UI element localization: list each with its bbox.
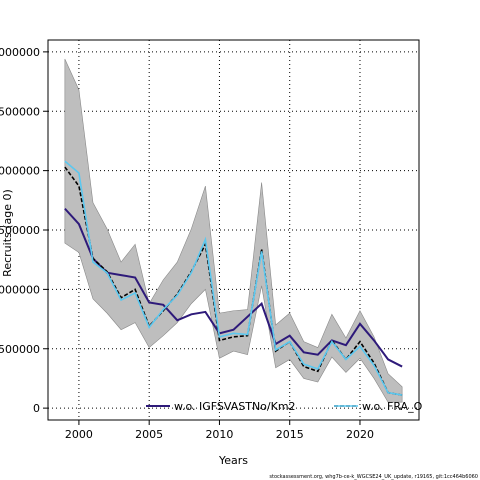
legend: w.o. IGFSVASTNo/Km2 w.o. FRA_O	[146, 400, 423, 413]
x-axis: 2000 2005 2010 2015 2020	[65, 420, 374, 441]
series-line-3	[64, 160, 403, 396]
y-tick-label-1500000: 1500000	[0, 224, 40, 237]
confidence-band-area	[64, 58, 403, 403]
x-tick-label-2005: 2005	[135, 428, 163, 441]
footer-source-text: stockassessment.org, whg7b-ce-k_WGCSE24_…	[269, 474, 478, 480]
y-axis: 0 500000 1000000 1500000 2000000 2500000 30000…	[0, 46, 48, 415]
legend-label-series-1: w.o. IGFSVASTNo/Km2	[174, 400, 296, 413]
x-tick-label-2010: 2010	[205, 428, 233, 441]
x-axis-label: Years	[218, 454, 248, 467]
x-tick-label-2020: 2020	[346, 428, 374, 441]
series-line-1	[64, 207, 403, 368]
confidence-band	[64, 58, 403, 403]
y-tick-label-2000000: 2000000	[0, 165, 40, 178]
series-lines	[64, 160, 403, 396]
y-tick-label-1000000: 1000000	[0, 283, 40, 296]
y-axis-label: Recruits (age 0)	[1, 189, 14, 277]
y-tick-label-3000000: 3000000	[0, 46, 40, 59]
legend-label-series-3: w.o. FRA_O	[362, 400, 423, 413]
y-tick-label-0: 0	[33, 402, 40, 415]
x-tick-label-2015: 2015	[276, 428, 304, 441]
y-tick-label-2500000: 2500000	[0, 105, 40, 118]
x-tick-label-2000: 2000	[65, 428, 93, 441]
y-tick-label-500000: 500000	[0, 343, 40, 356]
series-line-2	[64, 166, 403, 396]
